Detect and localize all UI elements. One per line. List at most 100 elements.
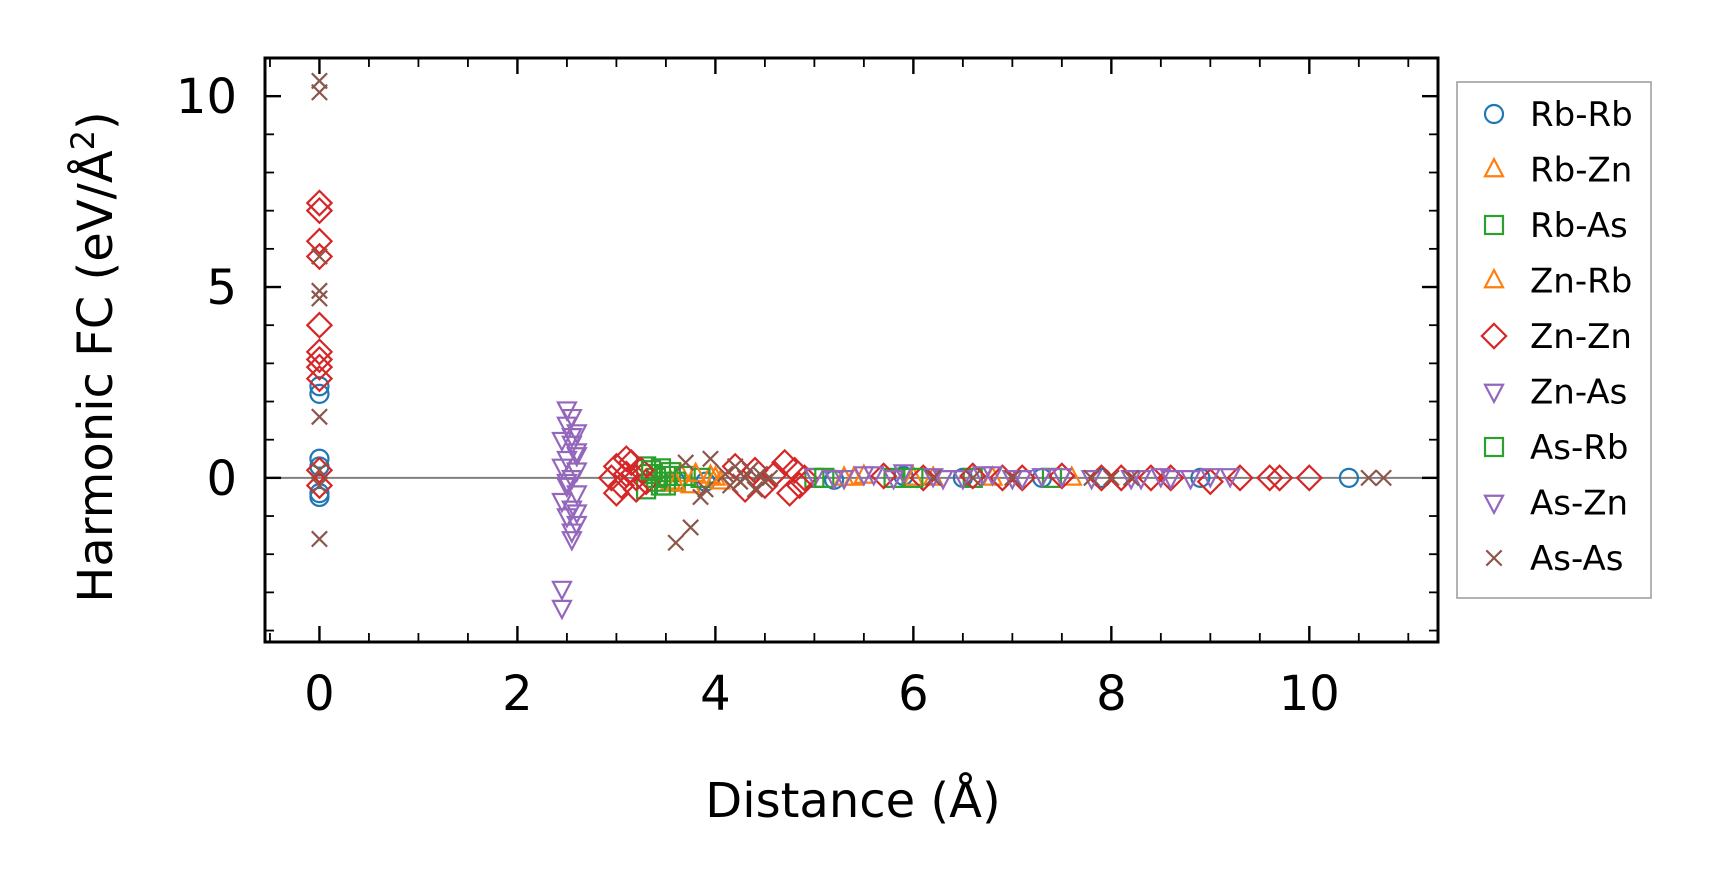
legend-marker: [1483, 436, 1505, 458]
data-point: [305, 242, 334, 271]
data-point: [988, 464, 1017, 492]
data-point: [311, 461, 328, 479]
data-point: [311, 530, 328, 548]
data-point: [1265, 464, 1294, 492]
data-point: [1219, 468, 1241, 489]
legend: Rb-Rb Rb-Zn Rb-As Zn-Rb Zn-Zn Zn-As As-Rb As-Zn…: [1456, 81, 1652, 599]
data-point: [1375, 469, 1392, 487]
y-tick-label: 0: [206, 451, 237, 507]
legend-marker: [1483, 383, 1505, 405]
data-point: [309, 383, 330, 404]
data-point: [952, 470, 974, 491]
data-point: [751, 465, 769, 483]
data-point: [305, 345, 334, 374]
data-point: [627, 456, 655, 484]
data-point: [1199, 468, 1222, 489]
legend-label: Rb-As: [1530, 206, 1628, 246]
data-point: [565, 485, 588, 506]
data-point: [1179, 470, 1202, 491]
data-point: [853, 466, 875, 487]
data-point: [692, 488, 709, 506]
data-point: [746, 480, 764, 498]
x-tick-label: 6: [898, 666, 929, 722]
data-point: [551, 458, 573, 480]
legend-marker: [1485, 549, 1503, 567]
data-point: [1122, 469, 1140, 487]
data-point: [561, 428, 583, 449]
y-axis-label: Harmonic FC (eV/Å2): [64, 111, 124, 603]
data-point: [622, 475, 650, 504]
legend-label: Zn-As: [1530, 373, 1627, 413]
series-zn-as: [551, 401, 1222, 621]
legend-label: As-Rb: [1530, 428, 1628, 468]
data-point: [741, 461, 759, 479]
data-point: [761, 469, 779, 487]
data-point: [309, 376, 330, 397]
data-point: [1137, 464, 1165, 492]
data-point: [1102, 469, 1120, 487]
data-point: [716, 465, 734, 483]
legend-label: Rb-Rb: [1530, 95, 1633, 135]
data-point: [964, 469, 982, 487]
data-point: [305, 338, 334, 366]
data-point: [1295, 464, 1324, 492]
x-tick-label: 0: [304, 666, 335, 722]
data-point: [785, 471, 814, 500]
data-point: [667, 534, 685, 552]
data-point: [607, 471, 636, 500]
data-point: [311, 290, 328, 307]
legend-label: As-As: [1530, 539, 1623, 579]
x-tick-label: 8: [1096, 666, 1127, 722]
data-point: [632, 467, 660, 496]
data-point: [305, 353, 334, 381]
legend-label: Zn-Rb: [1530, 262, 1632, 302]
data-point: [682, 519, 700, 536]
data-point: [790, 464, 819, 492]
data-point: [311, 248, 328, 265]
legend-label: Rb-Zn: [1530, 151, 1632, 191]
data-point: [311, 83, 328, 101]
legend-marker: [1483, 494, 1505, 516]
data-point: [565, 447, 588, 468]
data-point: [1130, 470, 1152, 491]
data-point: [305, 196, 334, 225]
plot-area: [265, 72, 1438, 621]
data-point: [551, 599, 573, 621]
legend-label: As-Zn: [1530, 484, 1628, 524]
series-zn-zn: [305, 189, 1324, 507]
data-point: [311, 477, 328, 494]
data-point: [1011, 470, 1034, 491]
data-point: [932, 470, 954, 491]
y-axis-label-main: Harmonic FC (eV/Å: [67, 150, 124, 603]
data-point: [1360, 469, 1378, 487]
legend-marker: [1480, 322, 1508, 350]
data-point: [684, 461, 707, 482]
data-point: [775, 479, 804, 507]
data-point: [1338, 467, 1360, 488]
data-point: [1080, 470, 1103, 491]
legend-label: Zn-Zn: [1530, 317, 1632, 357]
data-point: [1150, 468, 1172, 489]
legend-marker: [1483, 214, 1505, 236]
data-point: [903, 467, 924, 488]
data-point: [622, 464, 650, 492]
series-as-zn: [556, 428, 1241, 552]
data-point: [702, 450, 719, 468]
legend-marker: [1483, 267, 1505, 289]
data-point: [311, 408, 328, 426]
data-point: [612, 445, 641, 473]
data-point: [1051, 468, 1073, 489]
data-point: [1159, 470, 1182, 491]
legend-marker: [1483, 103, 1505, 125]
x-tick-label: 4: [700, 666, 731, 722]
data-point: [1226, 464, 1254, 492]
data-point: [892, 464, 915, 485]
data-point: [305, 311, 334, 339]
axes-frame: [263, 56, 1440, 644]
y-tick-label: 10: [176, 69, 237, 125]
data-point: [704, 465, 727, 486]
data-point: [556, 473, 578, 495]
y-axis-label-superscript: 2: [64, 130, 102, 150]
y-axis-label-close: ): [68, 111, 124, 130]
